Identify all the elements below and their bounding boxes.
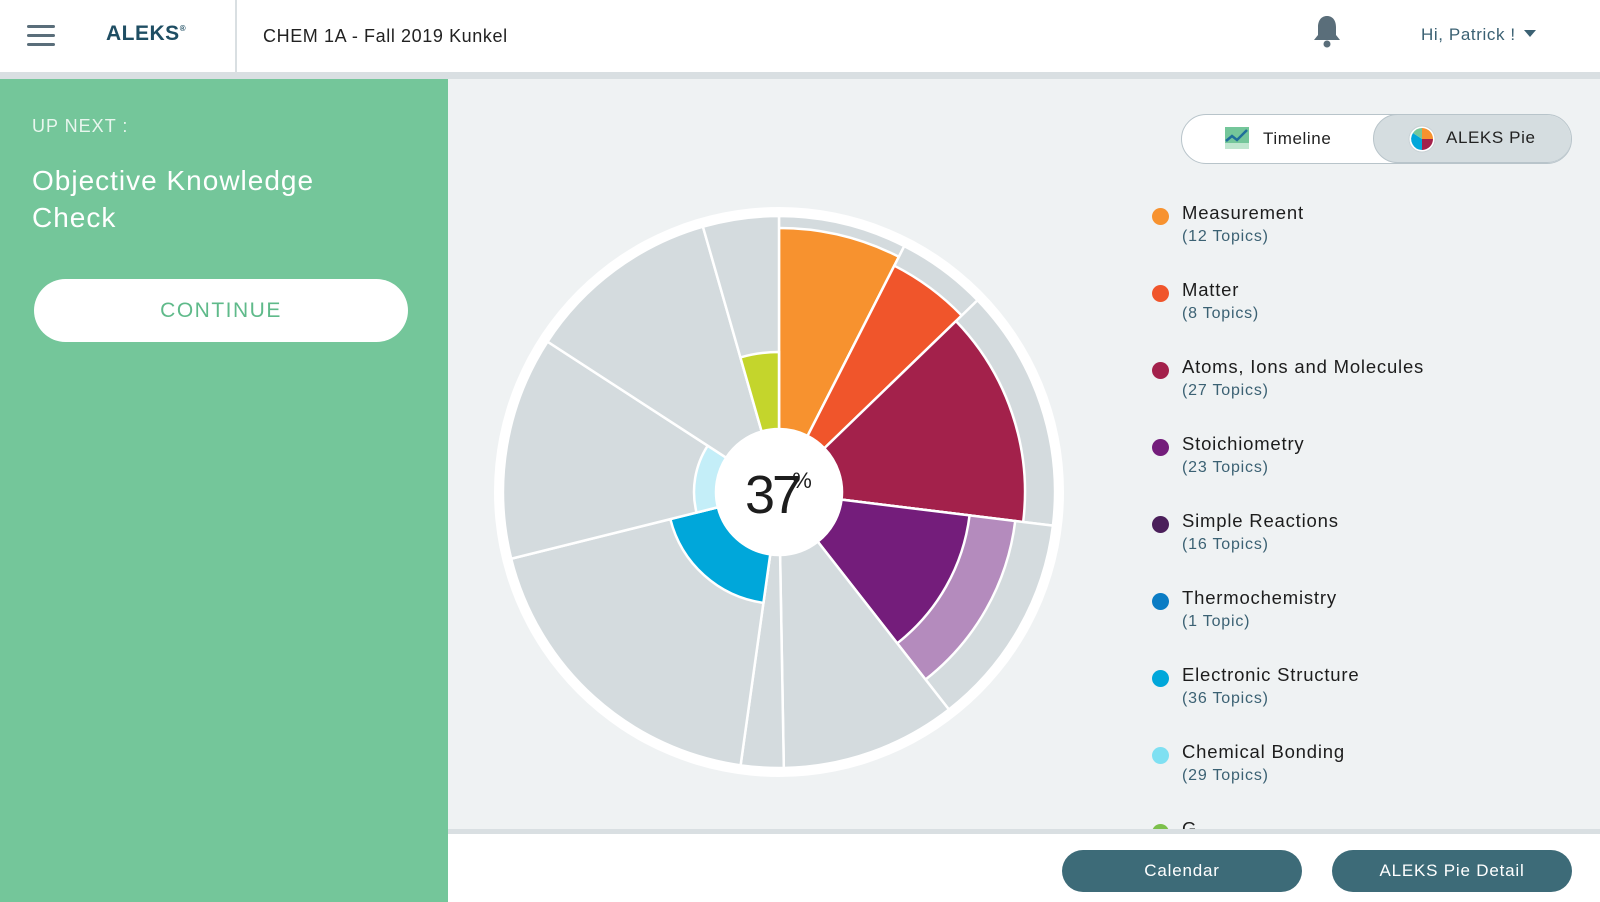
up-next-panel: UP NEXT : Objective Knowledge Check CONT… bbox=[0, 79, 448, 902]
greeting-text: Hi, Patrick ! bbox=[1421, 25, 1516, 44]
legend-item-count: (27 Topics) bbox=[1182, 382, 1269, 399]
legend-item-name: Electronic Structure bbox=[1182, 664, 1360, 685]
legend-item-count: (12 Topics) bbox=[1182, 228, 1269, 245]
legend-dot bbox=[1152, 824, 1169, 829]
up-next-label: UP NEXT : bbox=[32, 116, 129, 136]
course-title: CHEM 1A - Fall 2019 Kunkel bbox=[263, 26, 508, 46]
pie-center bbox=[716, 429, 842, 555]
legend-dot bbox=[1152, 285, 1169, 302]
calendar-button[interactable]: Calendar bbox=[1062, 850, 1302, 892]
objective-title: Objective Knowledge Check bbox=[32, 165, 315, 233]
legend-item-count: (29 Topics) bbox=[1182, 767, 1269, 784]
legend-dot bbox=[1152, 362, 1169, 379]
aleks-pie-chart: 37 % bbox=[494, 207, 1064, 777]
tab-aleks-pie-label: ALEKS Pie bbox=[1446, 128, 1536, 147]
mastery-percent-symbol: % bbox=[792, 468, 812, 493]
legend-item-name: Measurement bbox=[1182, 202, 1304, 223]
tab-aleks-pie[interactable]: ALEKS Pie bbox=[1373, 115, 1571, 163]
hamburger-menu-icon[interactable] bbox=[27, 23, 57, 47]
legend-item-count: (16 Topics) bbox=[1182, 536, 1269, 553]
aleks-logo[interactable]: ALEKS® bbox=[106, 22, 187, 45]
header-divider bbox=[235, 0, 237, 72]
bell-icon[interactable] bbox=[1310, 14, 1344, 50]
top-bar-divider bbox=[0, 72, 1600, 79]
legend-item-name: Atoms, Ions and Molecules bbox=[1182, 356, 1425, 377]
legend-dot bbox=[1152, 439, 1169, 456]
aleks-pie-detail-button[interactable]: ALEKS Pie Detail bbox=[1332, 850, 1572, 892]
view-toggle: Timeline ALEKS Pie bbox=[1181, 114, 1572, 164]
legend-dot bbox=[1152, 593, 1169, 610]
pie-legend: Measurement (12 Topics) Matter (8 Topics… bbox=[1148, 200, 1568, 829]
legend-dot bbox=[1152, 747, 1169, 764]
legend-item-name: Simple Reactions bbox=[1182, 510, 1339, 531]
legend-dot bbox=[1152, 516, 1169, 533]
aleks-pie-svg: 37 % bbox=[494, 207, 1064, 777]
mastery-percent: 37 bbox=[745, 465, 800, 525]
top-bar bbox=[0, 0, 1600, 72]
legend-item-count: (36 Topics) bbox=[1182, 690, 1269, 707]
legend-item-name: Matter bbox=[1182, 279, 1240, 300]
user-menu[interactable]: Hi, Patrick ! bbox=[1421, 25, 1536, 45]
chevron-down-icon bbox=[1523, 30, 1536, 38]
tab-timeline[interactable]: Timeline bbox=[1182, 115, 1373, 162]
timeline-icon bbox=[1225, 127, 1249, 149]
legend-item-name: Thermochemistry bbox=[1182, 587, 1337, 608]
legend-item-name: Stoichiometry bbox=[1182, 433, 1305, 454]
aleks-pie-icon bbox=[1408, 125, 1436, 153]
tab-timeline-label: Timeline bbox=[1263, 129, 1332, 148]
legend-item-count: (8 Topics) bbox=[1182, 305, 1260, 322]
legend-item-count: (1 Topic) bbox=[1182, 613, 1251, 630]
legend-item-name: Chemical Bonding bbox=[1182, 741, 1345, 762]
legend-item-count: (23 Topics) bbox=[1182, 459, 1269, 476]
continue-button[interactable]: CONTINUE bbox=[34, 279, 408, 342]
legend-dot bbox=[1152, 208, 1169, 225]
legend-item-name: G bbox=[1182, 818, 1198, 829]
legend-dot bbox=[1152, 670, 1169, 687]
main-bottom-divider bbox=[448, 829, 1600, 834]
